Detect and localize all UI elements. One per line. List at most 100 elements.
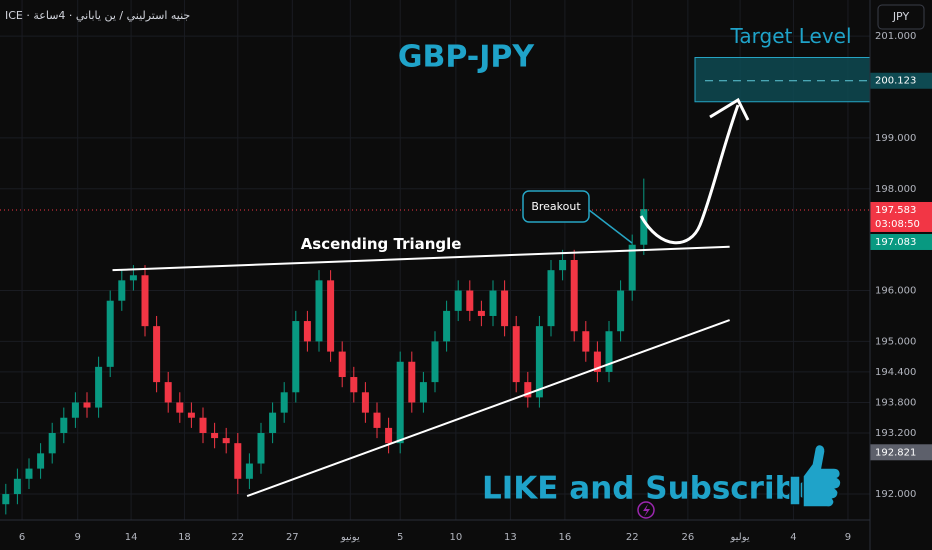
candle-body [25,468,33,479]
grid [0,0,870,520]
x-tick-label: 16 [559,532,572,543]
candle-body [71,402,79,418]
bid-price-label-box [870,233,932,250]
callout-box [522,190,590,223]
last-price-label: 197.583 [875,205,916,216]
candle-body [570,260,578,332]
x-tick-label: 26 [682,532,695,543]
candle-body [350,377,358,393]
candle-body [396,361,404,444]
x-tick-label: 14 [125,532,138,543]
chart-title: GBP-JPY [398,40,536,75]
last-price-box [870,201,932,232]
candle-body [222,438,230,444]
x-tick-label: 18 [178,532,191,543]
plot: Target Level Ascending Triangle [0,24,871,515]
x-tick-label: 9 [845,532,851,543]
y-tick-label: 193.800 [875,397,916,408]
candle-body [292,321,300,393]
candle-body [269,412,277,433]
candle-body [280,392,288,413]
x-tick-label: 13 [504,532,517,543]
x-tick-label: 22 [626,532,639,543]
projection-arrow [639,104,740,245]
candle-body [129,275,137,281]
y-tick-label: 192.000 [875,489,916,500]
callout-pointer [588,209,633,244]
candle-body [315,280,323,342]
candle-body [593,351,601,372]
candle-body [338,351,346,378]
candle-body [234,443,242,479]
target-price-label-box [870,72,932,89]
candle-body [524,382,532,398]
currency-button[interactable] [877,4,925,30]
target-price-label: 200.123 [875,76,916,87]
candle-body [83,402,91,408]
candle-body [617,290,625,332]
candle-body [106,300,114,367]
candle-body [443,310,451,342]
y-tick-label: 195.000 [875,336,916,347]
bid-price-label: 197.083 [875,237,916,248]
candle-body [385,427,393,444]
trendline [112,245,730,272]
candle-body [501,290,509,327]
candle-body [303,321,311,342]
candle-body [582,331,590,352]
x-tick-label: يونيو [340,532,360,543]
candle-body [373,412,381,428]
y-tick-label: 193.200 [875,428,916,439]
candle-body [13,478,21,495]
candle-body [141,275,149,327]
candle-body [512,326,520,383]
candle-body [60,417,68,433]
y-tick-label: 199.000 [875,133,916,144]
countdown: 03:08:50 [875,219,920,230]
candle-body [164,382,172,403]
low-marker-label-box [870,444,932,461]
candle-body [489,290,497,316]
candle-body [361,392,369,413]
candle-body [559,260,567,271]
x-tick-label: 4 [790,532,796,543]
x-tick-label: 6 [19,532,25,543]
candle-body [2,494,10,505]
breakout-label: Breakout [531,200,581,213]
thumbs-up-icon [789,443,842,508]
x-tick-label: يوليو [729,532,749,543]
candle-body [257,432,265,464]
candle-body [176,402,184,413]
target-zone [694,56,871,103]
x-tick-label: 10 [450,532,463,543]
trendline-label: Ascending Triangle [301,235,462,253]
x-tick-label: 9 [75,532,81,543]
candle-body [466,290,474,311]
candle-body [605,331,613,372]
candle-body [419,382,427,403]
trendline [246,319,730,498]
y-tick-label: 196.000 [875,286,916,297]
event-bolt [643,504,650,517]
x-tick-label: 22 [231,532,244,543]
candle-body [640,209,648,245]
low-marker-label: 192.821 [875,447,916,458]
candle-body [118,280,126,301]
candle-body [187,412,195,418]
candle-body [535,326,543,398]
candle-body [211,432,219,439]
candle-body [245,463,253,479]
symbol-info: ICE · جنيه استرليني / ين ياباني · 4ساعة [5,9,190,22]
candle-body [48,432,56,454]
candle-body [37,453,45,469]
target-label: Target Level [729,24,851,48]
candle-body [477,310,485,316]
candle-body [199,417,207,433]
candle-body [153,326,161,383]
x-tick-label: 27 [286,532,299,543]
y-tick-label: 194.400 [875,367,916,378]
event-icon[interactable] [637,501,655,519]
currency-label[interactable]: JPY [892,10,910,23]
candle-body [327,280,335,352]
